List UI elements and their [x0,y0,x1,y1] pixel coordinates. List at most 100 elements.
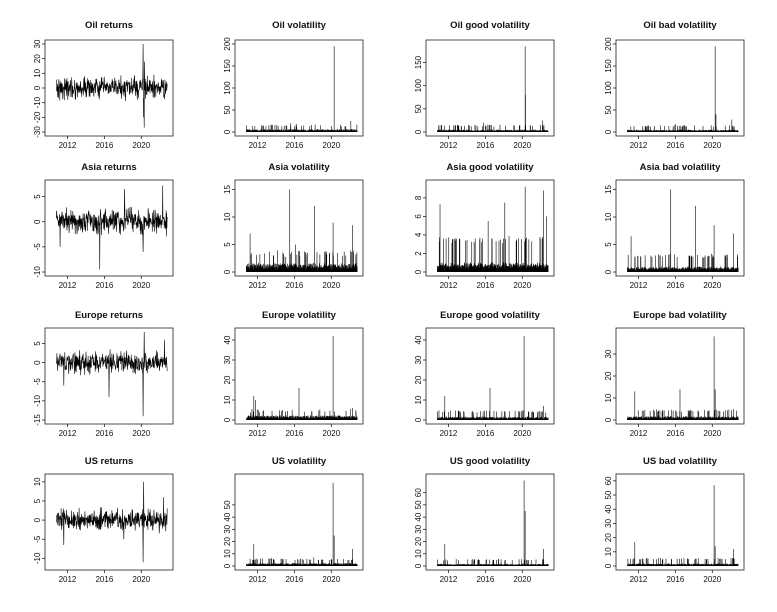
y-tick-label: 5 [604,242,613,247]
y-tick-label: 40 [223,335,232,344]
panel-4: Oil bad volatility 2012 2016 2020 0 50 100 150 2… [604,20,745,150]
x-tick-label: 2012 [59,429,77,438]
y-tick-label: 10 [33,477,42,486]
x-tick-label: 2020 [513,575,531,584]
x-tick-label: 2020 [132,429,150,438]
series-line [56,43,168,128]
plot-frame [44,179,174,277]
panel-title: Europe volatility [262,310,337,321]
plot-frame [615,39,745,137]
x-tick-label: 2020 [322,575,340,584]
y-tick-label: 0 [33,517,42,522]
x-tick-label: 2020 [513,429,531,438]
y-tick-label: 15 [223,185,232,194]
y-tick-label: 2 [414,251,423,256]
y-tick-label: 0 [33,219,42,224]
x-tick-label: 2016 [95,429,113,438]
y-tick-label: 50 [604,105,613,114]
plot-frame [234,327,364,425]
y-tick-label: 10 [414,549,423,558]
y-tick-label: 5 [33,194,42,199]
y-tick-label: 15 [604,185,613,194]
y-tick-label: 0 [414,269,423,274]
y-tick-label: 40 [223,512,232,521]
x-tick-label: 2016 [666,281,684,290]
y-tick-label: -10 [33,266,42,278]
y-tick-label: 10 [604,212,613,221]
y-tick-label: 0 [604,269,613,274]
panel-title: Europe good volatility [440,310,540,321]
x-tick-label: 2020 [322,429,340,438]
panel-title: Oil volatility [272,20,327,31]
y-tick-label: 8 [414,195,423,200]
plot-frame [425,39,555,137]
x-tick-label: 2016 [476,281,494,290]
x-tick-label: 2016 [476,141,494,150]
y-tick-label: 0 [223,129,232,134]
y-tick-label: 0 [223,269,232,274]
x-tick-label: 2020 [513,281,531,290]
y-tick-label: 0 [33,360,42,365]
panel-8: Asia bad volatility 2012 2016 2020 0 5 10 15 [604,162,745,290]
y-tick-label: 60 [414,488,423,497]
y-tick-label: 30 [604,518,613,527]
panel-2: Oil volatility 2012 2016 2020 0 50 100 150 200 [223,20,364,150]
x-tick-label: 2012 [249,281,267,290]
y-tick-label: -20 [33,111,42,123]
y-tick-label: 5 [223,242,232,247]
y-tick-label: 150 [414,55,423,69]
y-tick-label: 10 [604,547,613,556]
y-tick-label: 0 [604,417,613,422]
x-tick-label: 2012 [630,429,648,438]
x-tick-label: 2020 [513,141,531,150]
plot-frame [425,327,555,425]
y-tick-label: 200 [223,37,232,51]
panel-title: Asia volatility [268,162,330,173]
panel-title: US bad volatility [643,456,718,467]
y-tick-label: 50 [223,105,232,114]
x-tick-label: 2016 [285,429,303,438]
x-tick-label: 2016 [476,429,494,438]
x-tick-label: 2020 [703,281,721,290]
y-tick-label: 5 [33,341,42,346]
y-tick-label: -5 [33,243,42,251]
y-tick-label: 0 [414,129,423,134]
y-tick-label: 30 [604,349,613,358]
x-tick-label: 2020 [703,575,721,584]
y-tick-label: 4 [414,232,423,237]
plot-frame [44,327,174,425]
y-tick-label: 30 [414,524,423,533]
plot-frame [615,473,745,571]
x-tick-label: 2020 [132,141,150,150]
x-tick-label: 2012 [440,281,458,290]
y-tick-label: 20 [604,371,613,380]
y-tick-label: 20 [223,375,232,384]
x-tick-label: 2020 [132,575,150,584]
y-tick-label: 20 [414,375,423,384]
panel-5: Asia returns 2012 2016 2020 -10 -5 0 5 [33,162,174,290]
panel-14: US volatility 2012 2016 2020 0 10 20 30 40 50 [223,456,364,584]
y-tick-label: 30 [414,355,423,364]
x-tick-label: 2016 [476,575,494,584]
series-line [56,331,168,417]
x-tick-label: 2012 [249,429,267,438]
x-tick-label: 2012 [630,141,648,150]
y-tick-label: 50 [223,500,232,509]
panel-title: Oil returns [85,20,133,31]
y-tick-label: 100 [414,78,423,92]
y-tick-label: -10 [33,395,42,407]
x-tick-label: 2020 [322,281,340,290]
x-tick-label: 2020 [703,429,721,438]
x-tick-label: 2012 [59,575,77,584]
panel-13: US returns 2012 2016 2020 -10 -5 0 5 10 [33,456,174,584]
x-tick-label: 2020 [322,141,340,150]
plot-frame [234,39,364,137]
y-tick-label: 100 [223,81,232,95]
panel-16: US bad volatility 2012 2016 2020 0 10 20 30 40 50… [604,456,745,584]
y-tick-label: 10 [604,393,613,402]
panel-title: Oil bad volatility [643,20,717,31]
y-tick-label: 150 [223,59,232,73]
y-tick-label: 0 [414,563,423,568]
y-tick-label: 40 [604,504,613,513]
